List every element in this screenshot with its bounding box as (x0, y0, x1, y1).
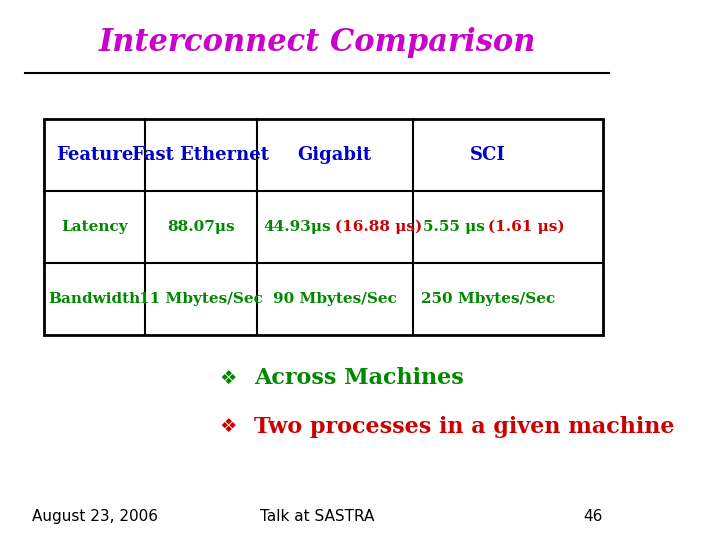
Text: 250 Mbytes/Sec: 250 Mbytes/Sec (421, 292, 555, 306)
Text: Interconnect Comparison: Interconnect Comparison (99, 27, 536, 58)
Text: Across Machines: Across Machines (253, 367, 464, 389)
Text: Latency: Latency (61, 220, 128, 234)
Text: 88.07μs: 88.07μs (167, 220, 235, 234)
Text: 11 Mbytes/Sec: 11 Mbytes/Sec (139, 292, 263, 306)
Text: ❖: ❖ (220, 368, 237, 388)
Text: 5.55 μs: 5.55 μs (423, 220, 485, 234)
Text: 46: 46 (583, 509, 603, 524)
Text: Talk at SASTRA: Talk at SASTRA (260, 509, 374, 524)
Text: August 23, 2006: August 23, 2006 (32, 509, 158, 524)
Text: ❖: ❖ (220, 417, 237, 436)
Text: (1.61 μs): (1.61 μs) (488, 220, 564, 234)
Text: Feature: Feature (56, 146, 133, 164)
Text: 44.93μs: 44.93μs (264, 220, 331, 234)
Text: Bandwidth: Bandwidth (48, 292, 141, 306)
Text: Fast Ethernet: Fast Ethernet (132, 146, 269, 164)
Text: Two processes in a given machine: Two processes in a given machine (253, 416, 674, 437)
Text: Gigabit: Gigabit (297, 146, 372, 164)
Text: 90 Mbytes/Sec: 90 Mbytes/Sec (273, 292, 397, 306)
Text: (16.88 μs): (16.88 μs) (335, 220, 422, 234)
Text: SCI: SCI (470, 146, 506, 164)
